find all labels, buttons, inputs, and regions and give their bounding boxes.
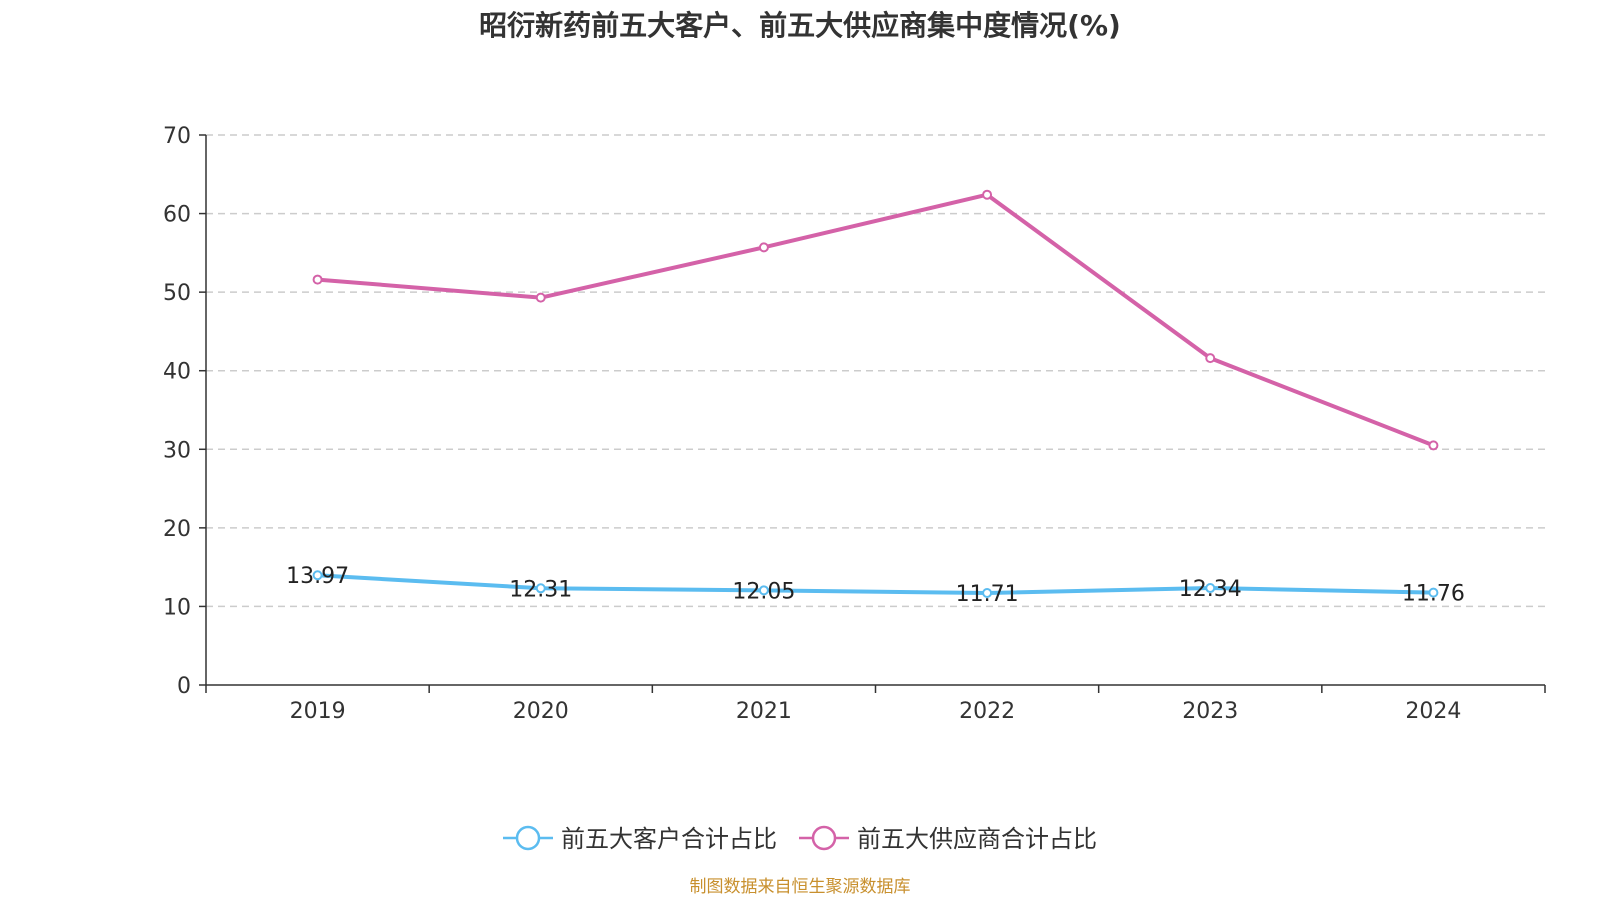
customers-data-label: 12.05	[732, 579, 795, 604]
axes: 0 10 20 30 40 50 60 70 2019 2020 2021 2022 2023 2024	[163, 124, 1546, 724]
y-tick-label: 20	[163, 517, 191, 542]
legend-customers-marker-icon	[515, 825, 541, 851]
customers-point	[1205, 583, 1216, 594]
x-tick-label: 2020	[513, 699, 569, 724]
suppliers-line	[317, 192, 1435, 448]
data-labels: 13.97 12.31 12.05 11.71 12.34 11.76	[286, 564, 1465, 607]
suppliers-point	[312, 274, 323, 285]
y-tick-label: 40	[163, 360, 191, 385]
grid-lines	[206, 134, 1545, 608]
x-tick-label: 2023	[1182, 699, 1238, 724]
customers-point	[312, 570, 323, 581]
suppliers-point	[1428, 440, 1439, 451]
legend-suppliers-marker-icon	[811, 825, 837, 851]
customers-point	[535, 583, 546, 594]
suppliers-point	[758, 242, 769, 253]
x-tick-label: 2024	[1405, 699, 1461, 724]
y-tick-label: 10	[163, 595, 191, 620]
chart-title: 昭衍新药前五大客户、前五大供应商集中度情况(%)	[479, 9, 1121, 42]
customers-line	[317, 573, 1434, 595]
x-tick-label: 2021	[736, 699, 792, 724]
customers-point	[1428, 587, 1439, 598]
customers-data-label: 12.31	[509, 577, 572, 602]
legend: 前五大客户合计占比 前五大供应商合计占比	[503, 825, 1097, 853]
y-tick-label: 70	[163, 124, 191, 149]
y-tick-label: 0	[177, 674, 191, 699]
customers-data-label: 12.34	[1179, 577, 1242, 602]
customers-point	[758, 585, 769, 596]
legend-customers-label: 前五大客户合计占比	[561, 825, 777, 853]
legend-suppliers-label: 前五大供应商合计占比	[857, 825, 1097, 853]
x-tick-label: 2022	[959, 699, 1015, 724]
suppliers-point	[982, 189, 993, 200]
suppliers-point	[1205, 353, 1216, 364]
x-tick-label: 2019	[290, 699, 346, 724]
customers-data-label: 11.76	[1402, 582, 1465, 607]
customers-data-label: 13.97	[286, 564, 349, 589]
series	[312, 189, 1439, 598]
y-tick-label: 50	[163, 281, 191, 306]
customers-point	[982, 587, 993, 598]
y-tick-label: 60	[163, 203, 191, 228]
suppliers-point	[535, 292, 546, 303]
customers-data-label: 11.71	[956, 582, 1019, 607]
y-tick-label: 30	[163, 438, 191, 463]
source-note: 制图数据来自恒生聚源数据库	[689, 877, 911, 897]
